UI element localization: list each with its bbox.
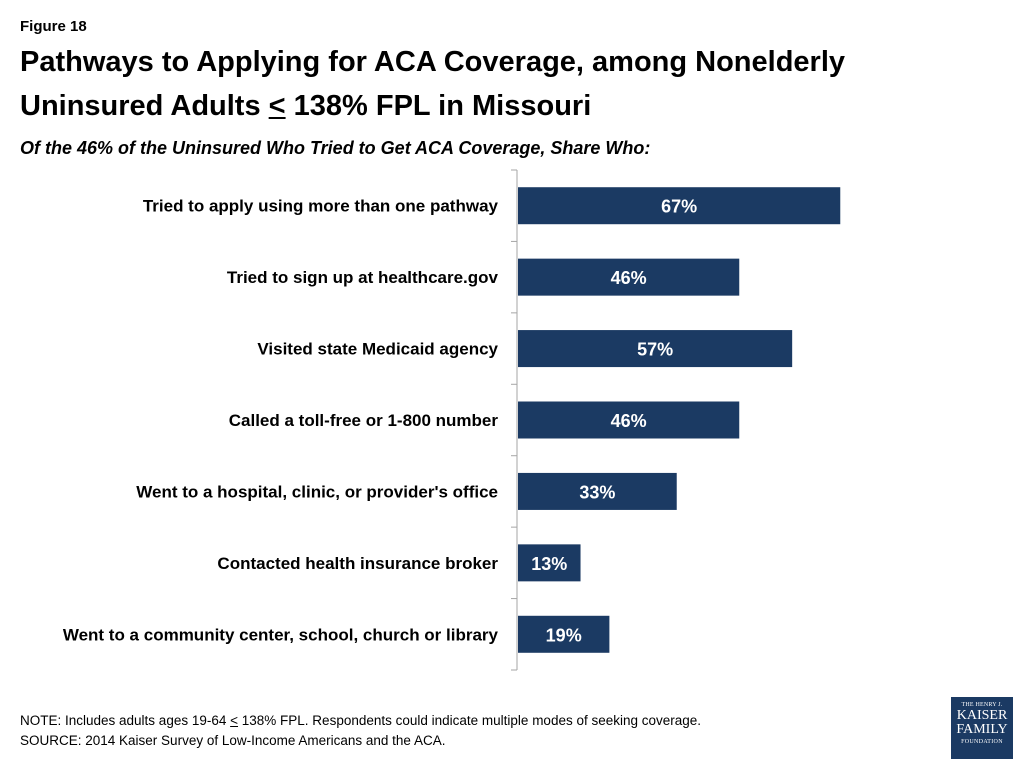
bar [518, 330, 793, 368]
bar [518, 187, 841, 225]
category-label: Visited state Medicaid agency [257, 340, 498, 359]
bar [518, 258, 740, 296]
category-label: Tried to apply using more than one pathw… [143, 197, 499, 216]
logo-line3: FAMILY [956, 722, 1008, 737]
category-label: Went to a community center, school, chur… [63, 625, 499, 644]
bar-value-label: 46% [611, 268, 647, 288]
note-lte-symbol: < [230, 713, 239, 728]
bar [518, 401, 740, 439]
kff-logo: THE HENRY J. KAISER FAMILY FOUNDATION [951, 697, 1013, 759]
source-text: SOURCE: 2014 Kaiser Survey of Low-Income… [20, 733, 446, 748]
bar-value-label: 13% [531, 554, 567, 574]
chart-title-line2-pre: Uninsured Adults [20, 90, 269, 122]
bar [518, 615, 610, 653]
note-post: 138% FPL. Respondents could indicate mul… [238, 713, 702, 728]
chart-notes: NOTE: Includes adults ages 19-64 < 138% … [20, 711, 701, 751]
bar-value-label: 46% [611, 411, 647, 431]
chart-title-line2-post: 138% FPL in Missouri [285, 90, 592, 122]
note-text: NOTE: Includes adults ages 19-64 < 138% … [20, 711, 701, 731]
category-label: Tried to sign up at healthcare.gov [227, 268, 499, 287]
bar-value-label: 33% [579, 482, 615, 502]
bar [518, 544, 581, 582]
category-label: Called a toll-free or 1-800 number [229, 411, 499, 430]
bar-value-label: 67% [661, 197, 697, 217]
chart-title-line2: Uninsured Adults < 138% FPL in Missouri [20, 84, 1010, 128]
bar-value-label: 57% [637, 340, 673, 360]
note-pre: NOTE: Includes adults ages 19-64 [20, 713, 231, 728]
chart-title: Pathways to Applying for ACA Coverage, a… [20, 40, 1010, 128]
bar-value-label: 19% [546, 625, 582, 645]
chart-subtitle: Of the 46% of the Uninsured Who Tried to… [20, 138, 651, 158]
category-label: Contacted health insurance broker [217, 554, 498, 573]
logo-line4: FOUNDATION [961, 739, 1003, 745]
category-label: Went to a hospital, clinic, or provider'… [136, 482, 498, 501]
logo-line2: KAISER [956, 708, 1008, 723]
figure-label: Figure 18 [20, 18, 87, 35]
chart-title-lte-symbol: < [268, 90, 286, 122]
logo-line1: THE HENRY J. [961, 702, 1003, 708]
chart-title-line1: Pathways to Applying for ACA Coverage, a… [20, 46, 846, 78]
bar [518, 472, 677, 510]
